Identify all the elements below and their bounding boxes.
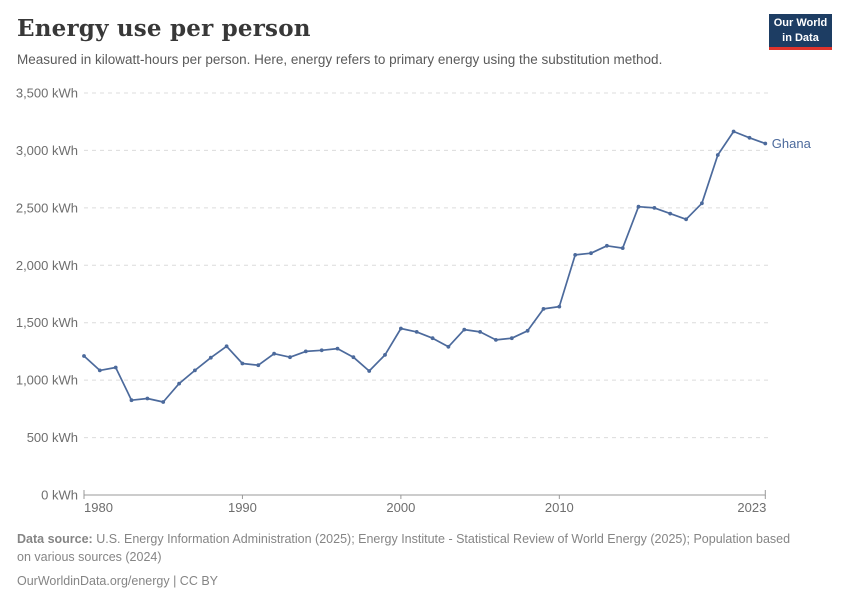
y-tick-label: 2,500 kWh <box>16 200 78 215</box>
data-point <box>462 327 467 332</box>
series-label: Ghana <box>772 136 812 151</box>
data-point <box>494 338 498 342</box>
y-tick-label: 2,000 kWh <box>16 258 78 273</box>
data-point <box>446 344 451 349</box>
data-point <box>731 129 736 134</box>
data-point <box>113 365 118 370</box>
data-point <box>351 355 356 360</box>
data-point <box>161 400 166 404</box>
data-point <box>747 135 752 140</box>
data-point <box>129 398 134 403</box>
data-point <box>430 336 435 341</box>
owid-logo-line1: Our World <box>773 17 828 30</box>
x-axis-line <box>83 490 766 496</box>
owid-logo[interactable]: Our World in Data <box>769 14 832 50</box>
data-point <box>272 351 276 356</box>
data-point <box>636 204 641 209</box>
y-tick-label: 3,000 kWh <box>16 143 78 158</box>
chart-footer: Data source: U.S. Energy Information Adm… <box>17 531 807 590</box>
data-point <box>240 361 245 366</box>
data-point <box>193 368 197 373</box>
data-point <box>652 206 657 210</box>
page-title: Energy use per person <box>17 15 311 42</box>
data-point <box>177 381 182 386</box>
data-line <box>83 130 767 403</box>
x-tick-label: 2023 <box>737 500 766 515</box>
data-point <box>763 141 768 146</box>
data-point <box>668 211 673 216</box>
data-point <box>145 396 150 401</box>
data-point <box>478 330 482 334</box>
data-point <box>97 368 102 373</box>
data-point <box>605 243 609 248</box>
y-tick-label: 1,000 kWh <box>16 373 78 388</box>
data-point <box>525 328 530 333</box>
data-source-line: Data source: U.S. Energy Information Adm… <box>17 531 807 567</box>
y-tick-label: 3,500 kWh <box>16 86 78 101</box>
data-point <box>573 253 578 257</box>
y-tick-label: 500 kWh <box>27 430 78 445</box>
data-point <box>335 346 340 351</box>
data-point <box>557 304 562 309</box>
data-point <box>414 330 419 334</box>
data-point <box>319 348 324 353</box>
y-tick-label: 1,500 kWh <box>16 315 78 330</box>
data-point <box>715 153 720 157</box>
data-source-label: Data source: <box>17 532 93 546</box>
chart-subtitle: Measured in kilowatt-hours per person. H… <box>17 52 663 67</box>
y-tick-label: 0 kWh <box>41 488 78 503</box>
data-point <box>509 336 514 341</box>
x-tick-label: 2000 <box>386 500 415 515</box>
x-tick-label: 2010 <box>545 500 574 515</box>
license-line: OurWorldinData.org/energy | CC BY <box>17 573 219 588</box>
x-tick-label: 1990 <box>228 500 257 515</box>
data-point <box>288 355 292 360</box>
data-point <box>208 355 213 360</box>
data-point <box>399 326 403 331</box>
data-point <box>224 344 229 349</box>
data-point <box>367 369 372 373</box>
owid-logo-line2: in Data <box>782 31 819 44</box>
data-source-text: U.S. Energy Information Administration (… <box>17 532 791 564</box>
data-point <box>700 201 704 206</box>
data-point <box>684 217 688 222</box>
x-tick-label: 1980 <box>84 500 113 515</box>
data-point <box>589 251 593 256</box>
data-point <box>303 349 308 354</box>
data-point <box>541 307 546 311</box>
data-point <box>620 246 625 251</box>
data-point <box>82 354 86 358</box>
data-point <box>383 353 387 357</box>
data-point <box>256 363 261 368</box>
